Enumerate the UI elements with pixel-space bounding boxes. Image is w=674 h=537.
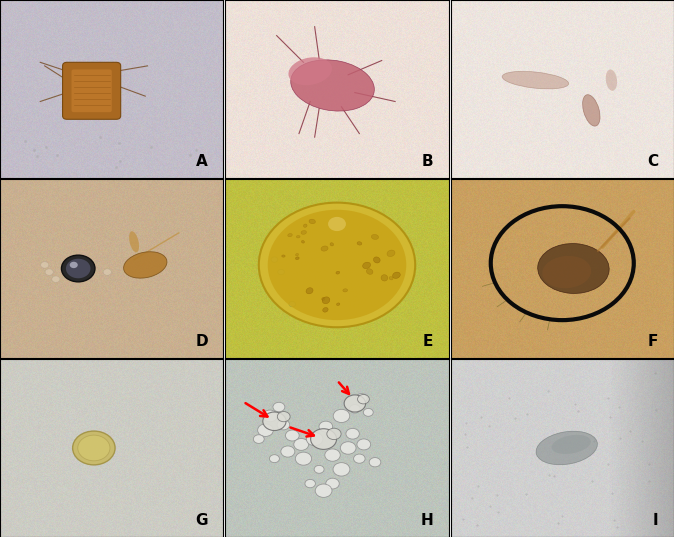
Ellipse shape [288, 234, 293, 237]
Circle shape [333, 463, 350, 476]
Ellipse shape [538, 244, 609, 293]
Ellipse shape [323, 308, 328, 312]
Circle shape [350, 404, 360, 413]
Ellipse shape [306, 288, 313, 294]
Circle shape [268, 210, 406, 320]
Ellipse shape [336, 303, 340, 306]
Circle shape [358, 395, 369, 404]
Ellipse shape [123, 252, 167, 278]
Circle shape [369, 458, 381, 467]
Circle shape [259, 202, 415, 327]
Circle shape [307, 432, 323, 446]
Ellipse shape [381, 274, 388, 281]
Circle shape [325, 449, 340, 461]
Text: G: G [195, 513, 208, 528]
Text: B: B [421, 154, 433, 169]
Circle shape [257, 424, 274, 437]
Ellipse shape [373, 257, 380, 263]
Circle shape [289, 301, 296, 307]
Circle shape [340, 442, 356, 454]
Ellipse shape [297, 235, 300, 238]
Ellipse shape [336, 271, 340, 274]
Circle shape [103, 269, 111, 275]
Ellipse shape [551, 435, 591, 454]
Circle shape [78, 435, 110, 461]
Circle shape [40, 262, 49, 268]
Ellipse shape [288, 57, 332, 85]
Circle shape [273, 402, 285, 412]
Circle shape [315, 484, 332, 497]
Ellipse shape [322, 297, 330, 304]
Circle shape [326, 478, 339, 489]
Ellipse shape [330, 243, 334, 246]
Text: H: H [421, 513, 433, 528]
Ellipse shape [290, 60, 374, 111]
Ellipse shape [363, 262, 371, 268]
Circle shape [363, 409, 373, 416]
Circle shape [263, 412, 286, 431]
Text: A: A [196, 154, 208, 169]
Ellipse shape [389, 277, 393, 280]
Ellipse shape [387, 250, 395, 257]
Circle shape [253, 435, 264, 444]
Ellipse shape [606, 69, 617, 91]
Circle shape [314, 466, 324, 473]
Circle shape [356, 394, 367, 403]
Text: F: F [648, 333, 658, 349]
Circle shape [73, 431, 115, 465]
Ellipse shape [303, 224, 307, 227]
Ellipse shape [309, 219, 315, 224]
Circle shape [278, 270, 284, 275]
Ellipse shape [295, 253, 299, 256]
Ellipse shape [301, 230, 307, 234]
Circle shape [66, 259, 90, 278]
Circle shape [311, 429, 336, 449]
Circle shape [294, 439, 309, 451]
Ellipse shape [343, 289, 348, 292]
Circle shape [286, 430, 299, 441]
Circle shape [327, 428, 341, 440]
Ellipse shape [321, 246, 328, 251]
Text: E: E [423, 333, 433, 349]
Ellipse shape [502, 71, 569, 89]
Circle shape [357, 439, 371, 450]
Circle shape [319, 421, 333, 432]
Circle shape [270, 455, 280, 463]
Ellipse shape [282, 255, 285, 257]
Text: I: I [652, 513, 658, 528]
Circle shape [263, 410, 277, 422]
Circle shape [328, 217, 346, 231]
FancyBboxPatch shape [71, 69, 112, 112]
Ellipse shape [357, 242, 362, 245]
Circle shape [305, 480, 315, 488]
Ellipse shape [321, 297, 325, 301]
Text: D: D [195, 333, 208, 349]
Ellipse shape [371, 235, 379, 240]
FancyBboxPatch shape [63, 62, 121, 119]
Circle shape [277, 411, 290, 422]
Ellipse shape [295, 257, 299, 259]
Ellipse shape [536, 431, 597, 465]
Ellipse shape [582, 95, 600, 126]
Circle shape [277, 420, 290, 430]
Circle shape [281, 446, 295, 457]
Circle shape [69, 262, 78, 268]
Circle shape [271, 257, 278, 262]
Circle shape [333, 409, 350, 423]
Circle shape [52, 276, 60, 282]
Circle shape [45, 269, 53, 275]
Circle shape [295, 452, 311, 465]
Text: C: C [647, 154, 658, 169]
Circle shape [346, 429, 359, 439]
Ellipse shape [301, 241, 305, 243]
Circle shape [61, 255, 95, 282]
Ellipse shape [543, 256, 591, 288]
Ellipse shape [367, 269, 373, 274]
Circle shape [344, 395, 365, 412]
Circle shape [354, 454, 365, 463]
Ellipse shape [129, 231, 139, 252]
Ellipse shape [392, 272, 400, 278]
